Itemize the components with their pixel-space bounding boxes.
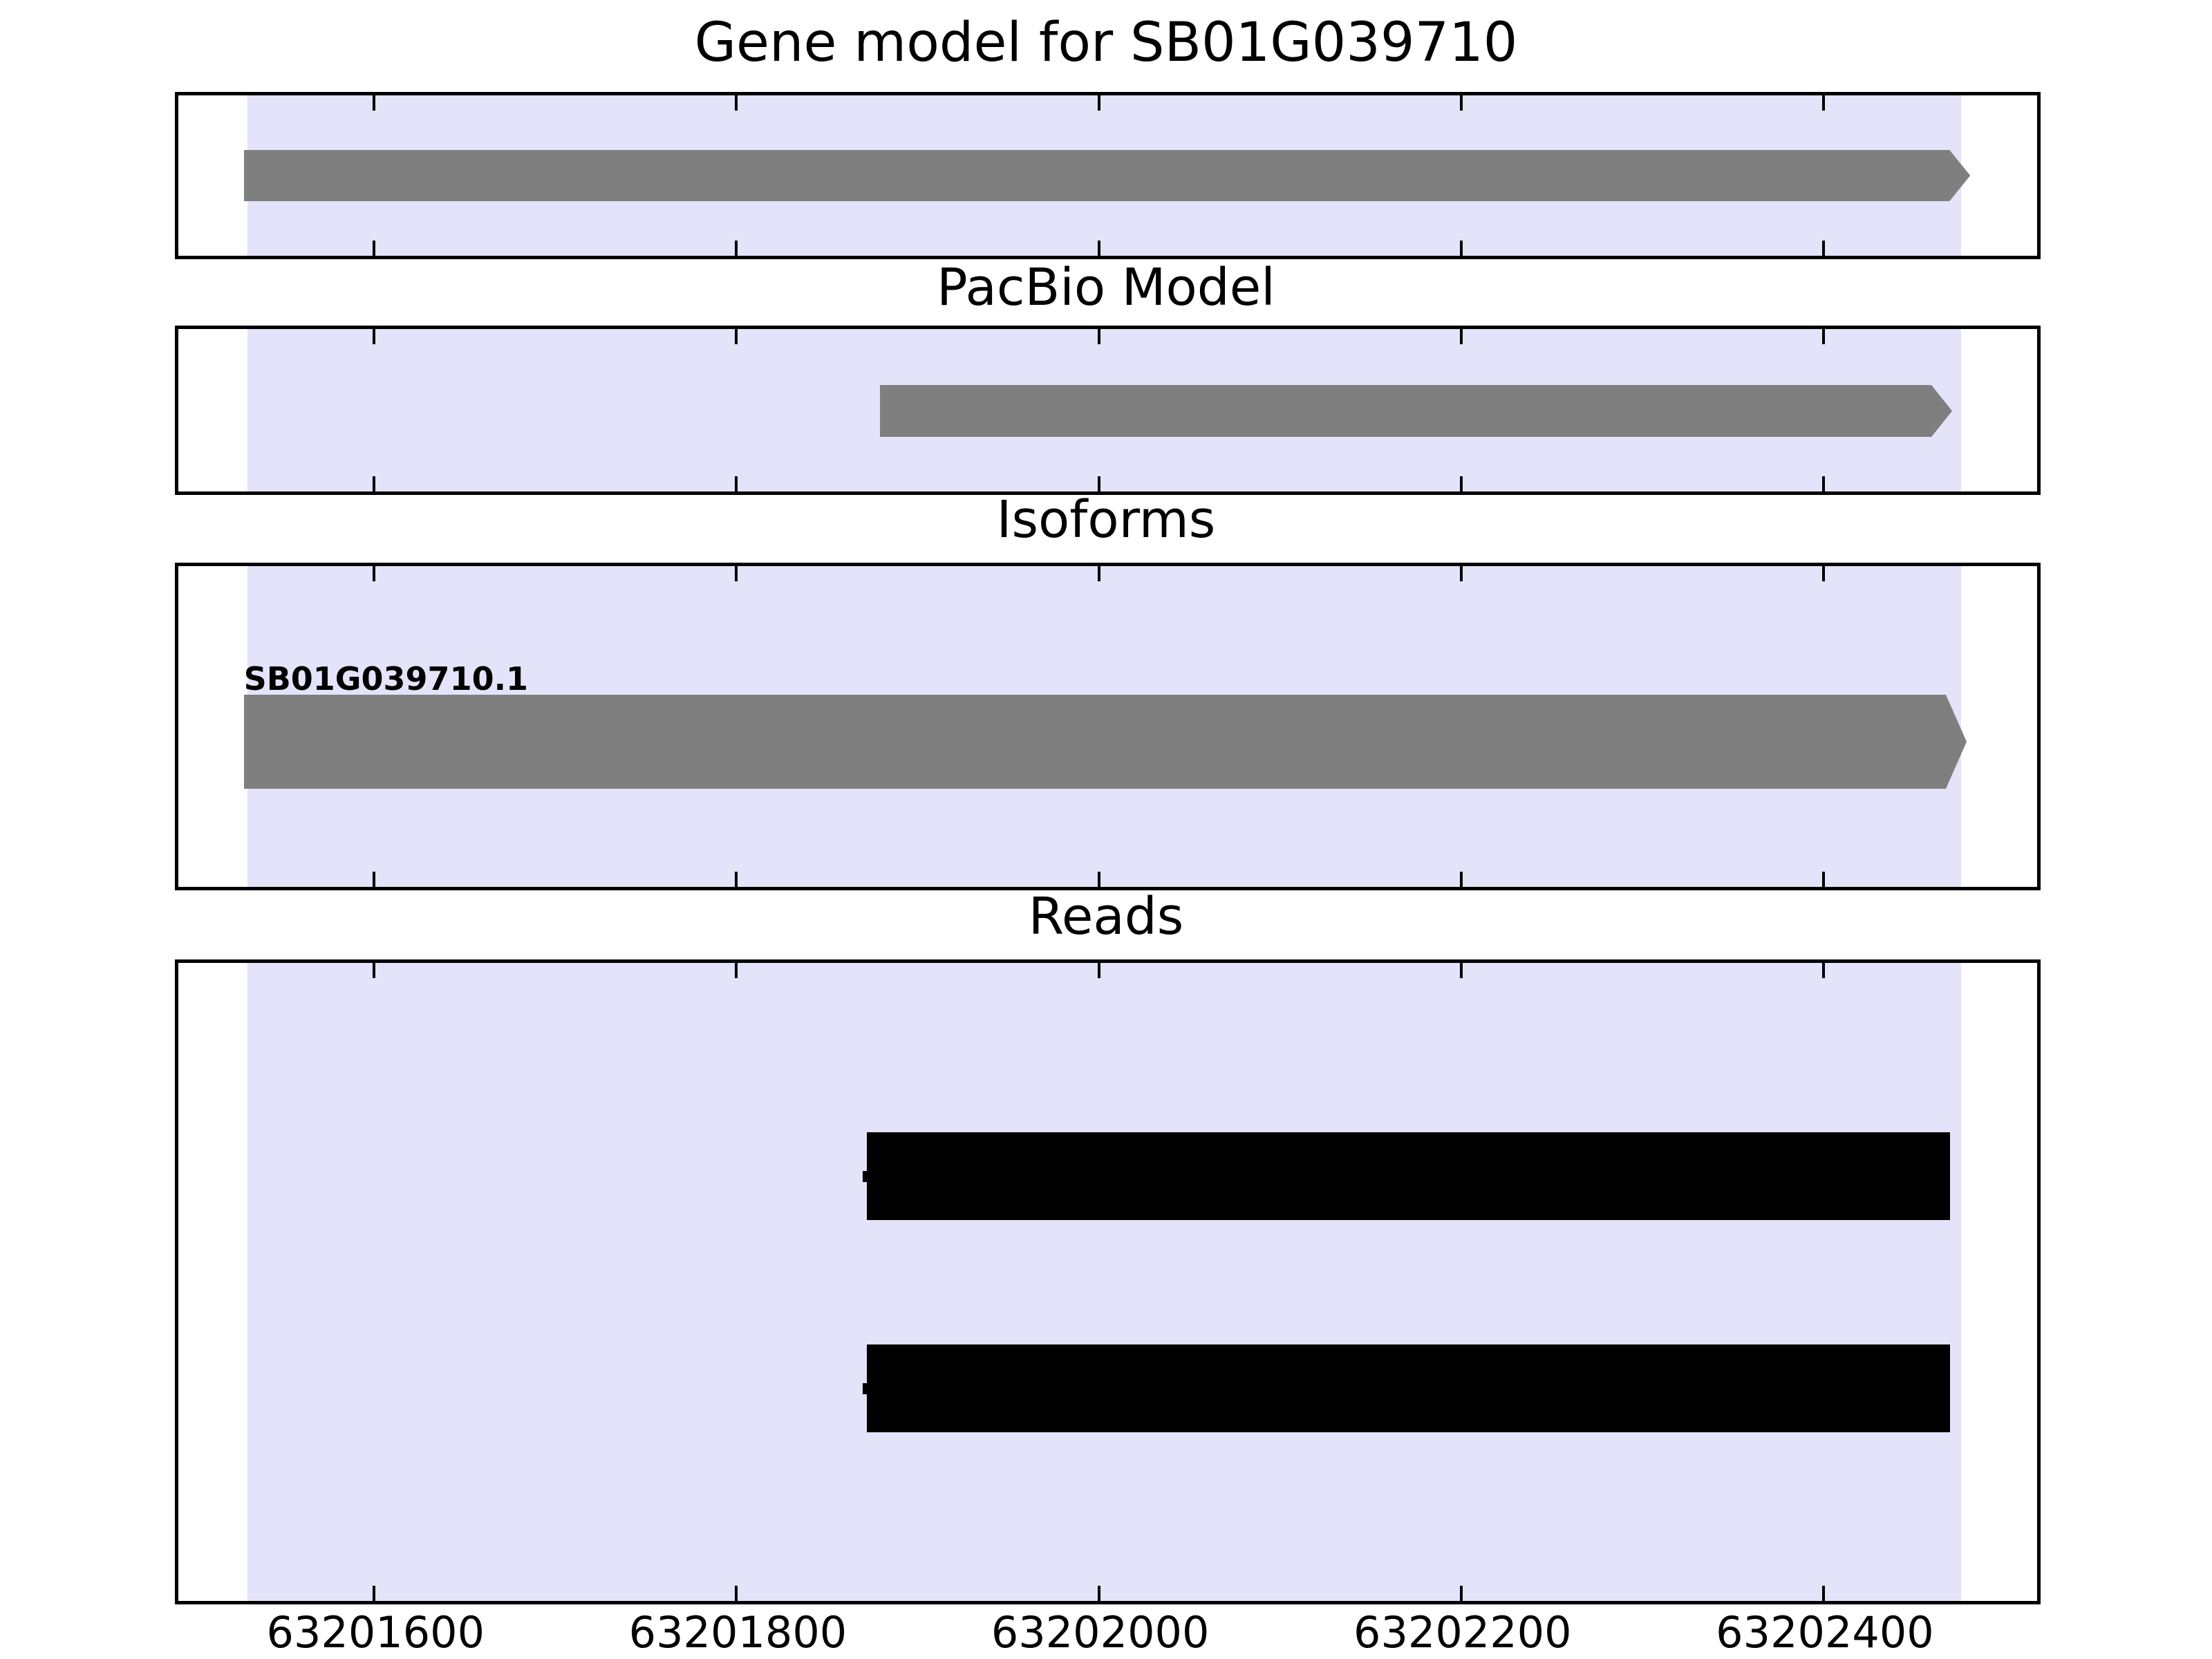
axis-tick-mark [1097,566,1100,581]
axis-tick-mark [735,476,738,491]
axis-tick-mark [735,95,738,111]
axis-tick-mark [1097,241,1100,256]
axis-tick-mark [735,1586,738,1601]
axis-tick-mark [1459,95,1463,111]
axis-tick-mark [1097,963,1100,978]
panel-title-isoforms: Isoforms [996,490,1216,550]
x-tick-label: 63202400 [1716,1607,1934,1658]
track-panel-pacbio [175,326,2041,495]
x-tick-label: 63202200 [1353,1607,1572,1658]
axis-tick-mark [373,329,376,344]
axis-tick-mark [1097,95,1100,111]
axis-tick-mark [1459,241,1463,256]
axis-tick-mark [1821,476,1825,491]
track-panel-reads-inner [178,963,2037,1601]
axis-tick-mark [373,95,376,111]
axis-tick-mark [1821,329,1825,344]
track-panel-reads [175,959,2041,1604]
axis-tick-mark [373,872,376,887]
axis-tick-mark [373,241,376,256]
axis-tick-mark [1821,963,1825,978]
axis-tick-mark [373,963,376,978]
read-start-notch [863,1382,872,1394]
axis-tick-mark [735,329,738,344]
axis-tick-mark [1821,872,1825,887]
panel-title-gene-model: Gene model for SB01G039710 [694,12,1518,74]
highlight-region [247,963,1962,1601]
axis-tick-mark [1097,476,1100,491]
axis-tick-mark [1097,329,1100,344]
isoform-label: SB01G039710.1 [243,660,529,697]
axis-tick-mark [1459,329,1463,344]
x-tick-label: 63202000 [991,1607,1210,1658]
axis-tick-mark [1459,872,1463,887]
track-panel-pacbio-inner [178,329,2037,491]
axis-tick-mark [735,566,738,581]
axis-tick-mark [735,241,738,256]
panel-title-reads: Reads [1028,887,1184,946]
axis-tick-mark [1097,1586,1100,1601]
axis-tick-mark [1821,1586,1825,1601]
axis-tick-mark [1459,1586,1463,1601]
track-panel-gene-model [175,92,2041,259]
read-start-notch [863,1170,872,1182]
axis-tick-mark [1821,241,1825,256]
read-bar [867,1132,1951,1220]
axis-tick-mark [373,566,376,581]
axis-tick-mark [735,872,738,887]
x-tick-label: 63201600 [266,1607,485,1658]
axis-tick-mark [373,1586,376,1601]
x-tick-label: 63201800 [628,1607,847,1658]
track-panel-isoforms-inner: SB01G039710.1 [178,566,2037,887]
pacbio-model-arrow-feature [880,385,1953,437]
axis-tick-mark [373,476,376,491]
axis-tick-mark [1459,963,1463,978]
panel-title-pacbio: PacBio Model [937,258,1275,317]
axis-tick-mark [1459,476,1463,491]
track-panel-isoforms: SB01G039710.1 [175,563,2041,890]
isoforms-arrow-feature [244,695,1967,789]
axis-tick-mark [1097,872,1100,887]
gene-model-arrow-feature [244,150,1971,201]
axis-tick-mark [735,963,738,978]
track-panel-gene-model-inner [178,95,2037,256]
axis-tick-mark [1821,566,1825,581]
axis-tick-mark [1821,95,1825,111]
axis-tick-mark [1459,566,1463,581]
read-bar [867,1344,1951,1432]
